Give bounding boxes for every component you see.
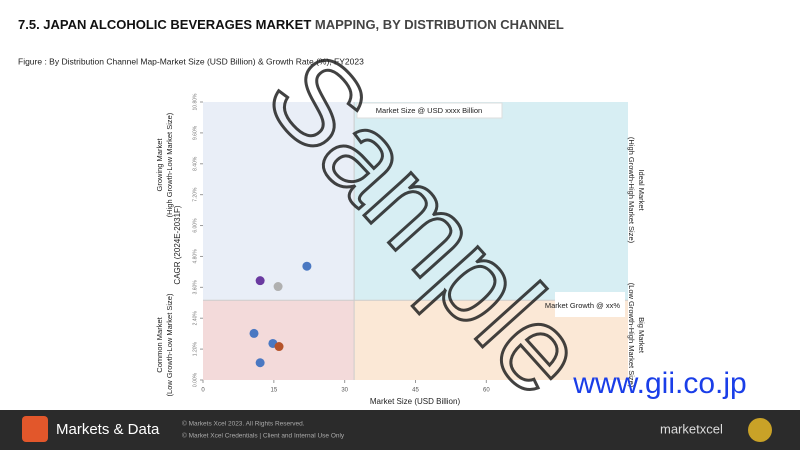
y-tick-label: 7.20% (192, 187, 198, 202)
point (274, 342, 284, 352)
quadrant (203, 102, 355, 301)
y-tick-label: 9.60% (192, 125, 198, 140)
y-tick-label: 10.80% (192, 93, 198, 111)
y-tick-label: 2.40% (192, 311, 198, 326)
quadrant-label-line: Big Market (637, 317, 646, 354)
partner: marketxcel (660, 421, 723, 436)
y-tick-label: 3.60% (192, 280, 198, 295)
copyright: © Markets Xcel 2023. All Rights Reserved… (182, 420, 305, 428)
y-tick-label: 0.00% (192, 372, 198, 387)
point (273, 282, 283, 292)
callout-box (555, 292, 625, 317)
size-callout: Market Size @ USD xxxx Billion (376, 106, 482, 115)
quadrant (354, 102, 628, 301)
y-axis-label: CAGR (2024E-2031F) (173, 205, 182, 284)
y-tick-label: 4.80% (192, 249, 198, 264)
subtitle: Figure : By Distribution Channel Map-Mar… (18, 56, 364, 66)
x-tick-label: 60 (483, 388, 490, 394)
logo-icon (22, 416, 48, 442)
x-tick-label: 15 (270, 388, 277, 394)
quadrant-label: Ideal Market(High Growth-High Market Siz… (627, 137, 646, 244)
y-tick-label: 1.20% (192, 341, 198, 356)
x-tick-label: 30 (341, 388, 348, 394)
point (249, 328, 259, 338)
brand: Markets & Data (56, 421, 160, 438)
point (302, 261, 312, 271)
quadrant-label-line: Ideal Market (637, 169, 646, 211)
y-tick-label: 6.00% (192, 218, 198, 233)
footer (0, 410, 800, 450)
plot: 0 15 30 45 60 0.00% 1.20% 2.40% 3.60% 4.80% 6.00% 7… (155, 93, 646, 397)
quadrant-label-line: (Low Growth-High Market Size) (627, 283, 636, 388)
quadrant-label: Growing Market(High Growth-Low Market Si… (155, 112, 174, 217)
x-tick-label: 0 (201, 388, 205, 394)
growth-callout: Market Growth @ xx% (545, 301, 620, 310)
callout-box (356, 102, 503, 119)
title: 7.5. JAPAN ALCOHOLIC BEVERAGES MARKET MA… (18, 17, 564, 32)
quadrant-label-line: (High Growth-High Market Size) (627, 137, 636, 244)
quadrant-label: Big Market(Low Growth-High Market Size) (627, 283, 646, 388)
y-tick-label: 8.40% (192, 156, 198, 171)
badge (748, 418, 772, 442)
x-axis-label: Market Size (USD Billion) (370, 397, 461, 406)
quadrant-label-line: Common Market (155, 316, 164, 372)
quadrant (203, 300, 355, 380)
credentials: © Market Xcel Credentials | Client and I… (182, 432, 345, 440)
point (255, 358, 265, 368)
watermark-site: www.gii.co.jp (572, 367, 746, 400)
quadrant-label-line: (High Growth-Low Market Size) (165, 112, 174, 217)
point (255, 276, 265, 286)
quadrant-label-line: Growing Market (155, 138, 164, 192)
quadrant-label: Common Market(Low Growth-Low Market Size… (155, 293, 174, 396)
x-tick-label: 45 (412, 388, 419, 394)
quadrant-label-line: (Low Growth-Low Market Size) (165, 293, 174, 396)
